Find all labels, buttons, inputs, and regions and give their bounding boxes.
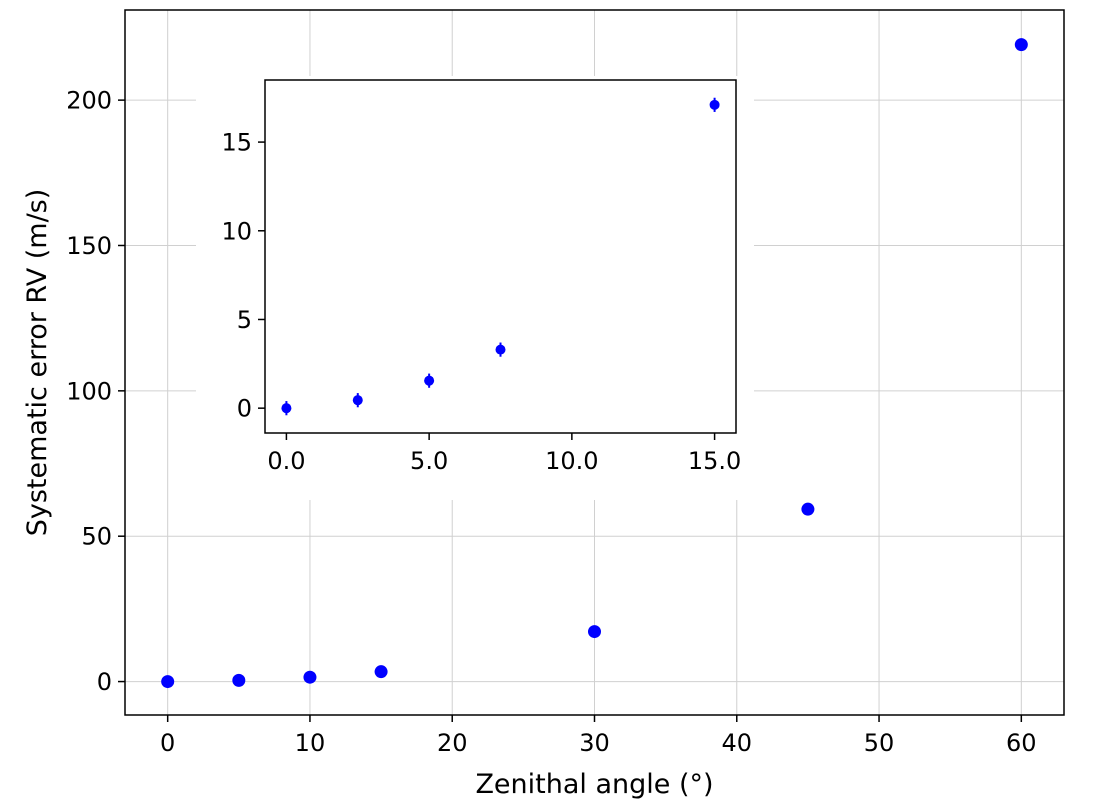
inset-xtick-label: 10.0 bbox=[545, 447, 598, 475]
main-ytick-label: 150 bbox=[66, 232, 112, 260]
main-xtick-label: 30 bbox=[579, 729, 610, 757]
main-x-axis-title: Zenithal angle (°) bbox=[475, 769, 713, 800]
main-data-point bbox=[801, 502, 815, 516]
inset-ytick-label: 10 bbox=[221, 217, 252, 245]
main-xtick-label: 40 bbox=[721, 729, 752, 757]
inset-data-point bbox=[281, 403, 292, 414]
main-data-point bbox=[588, 625, 601, 639]
main-ytick-label: 100 bbox=[66, 377, 112, 405]
main-data-point bbox=[161, 675, 175, 689]
inset-plot: 0.0 5.0 10.0 15.0 0 5 10 15 bbox=[196, 76, 754, 500]
main-xtick-label: 20 bbox=[437, 729, 468, 757]
main-ytick-label: 200 bbox=[66, 87, 112, 115]
main-ytick-label: 50 bbox=[81, 523, 112, 551]
inset-data-point bbox=[709, 99, 720, 110]
inset-ytick-label: 0 bbox=[237, 395, 252, 423]
inset-xtick-label: 5.0 bbox=[410, 447, 448, 475]
main-xtick-label: 0 bbox=[160, 729, 175, 757]
main-y-axis-title: Systematic error RV (m/s) bbox=[22, 189, 53, 537]
main-data-point bbox=[303, 670, 317, 684]
inset-ytick-label: 15 bbox=[221, 129, 252, 157]
main-ytick-label: 0 bbox=[97, 668, 112, 696]
inset-xtick-label: 15.0 bbox=[688, 447, 741, 475]
main-xtick-label: 10 bbox=[295, 729, 326, 757]
inset-plot-area bbox=[265, 80, 736, 433]
inset-frame bbox=[264, 79, 737, 434]
inset-data-point bbox=[352, 395, 363, 406]
main-data-point bbox=[374, 665, 388, 679]
main-xtick-label: 60 bbox=[1006, 729, 1037, 757]
main-data-point bbox=[1014, 38, 1028, 52]
inset-data-point bbox=[495, 344, 506, 355]
main-frame bbox=[124, 9, 1065, 716]
inset-data-point bbox=[424, 375, 435, 386]
inset-ytick-label: 5 bbox=[237, 306, 252, 334]
inset-xtick-label: 0.0 bbox=[267, 447, 305, 475]
main-data-point bbox=[232, 673, 246, 687]
main-xtick-label: 50 bbox=[864, 729, 895, 757]
